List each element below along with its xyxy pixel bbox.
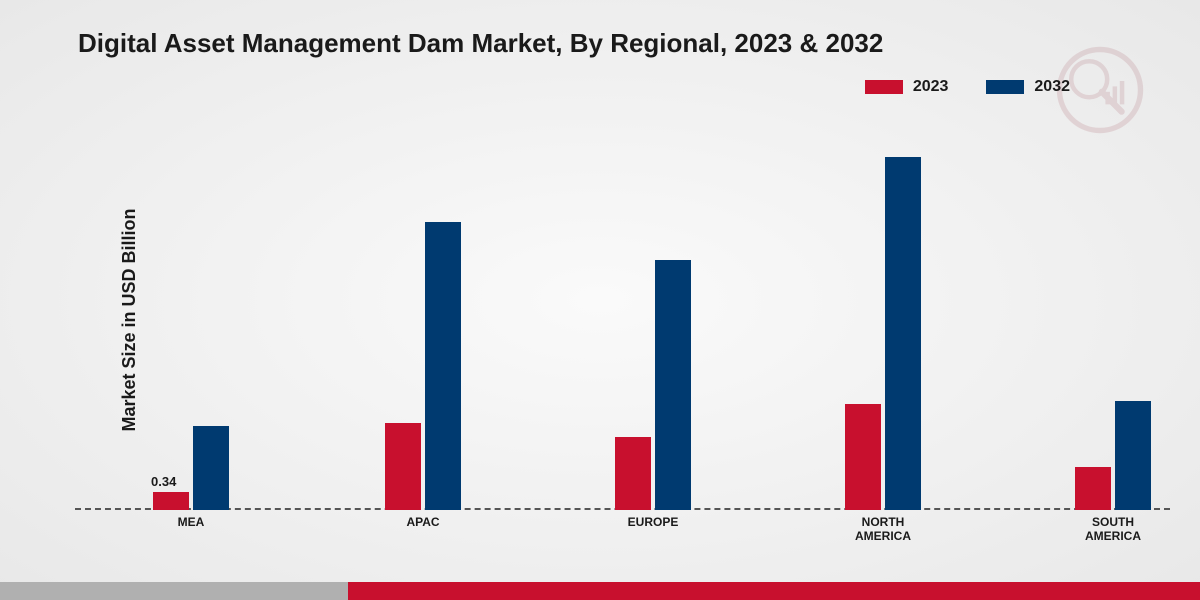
bar — [1075, 467, 1111, 510]
plot-area: 0.34 — [75, 130, 1170, 510]
bar-group — [1075, 401, 1151, 510]
bottom-bar-segment — [0, 582, 348, 600]
legend-swatch — [865, 80, 903, 94]
bar — [615, 437, 651, 510]
chart-title: Digital Asset Management Dam Market, By … — [78, 28, 883, 59]
bar — [425, 222, 461, 510]
legend-item: 2023 — [865, 78, 949, 96]
bottom-bar-segment — [348, 582, 1200, 600]
legend: 2023 2032 — [865, 78, 1070, 96]
bar — [885, 157, 921, 510]
legend-item: 2032 — [986, 78, 1070, 96]
bottom-accent-bar — [0, 582, 1200, 600]
bar-group — [153, 426, 229, 510]
bar — [1115, 401, 1151, 510]
bar — [385, 423, 421, 510]
x-axis-label: APAC — [373, 515, 473, 529]
bar-group — [615, 260, 691, 510]
legend-label: 2023 — [913, 78, 949, 96]
x-axis-label: MEA — [141, 515, 241, 529]
bar-value-label: 0.34 — [151, 474, 176, 489]
x-axis-label: EUROPE — [603, 515, 703, 529]
bar-group — [385, 222, 461, 510]
x-axis-label: SOUTHAMERICA — [1063, 515, 1163, 544]
bar — [193, 426, 229, 510]
x-axis-label: NORTHAMERICA — [833, 515, 933, 544]
bar — [845, 404, 881, 510]
bar — [655, 260, 691, 510]
legend-label: 2032 — [1034, 78, 1070, 96]
legend-swatch — [986, 80, 1024, 94]
bar-group — [845, 157, 921, 510]
bar — [153, 492, 189, 510]
